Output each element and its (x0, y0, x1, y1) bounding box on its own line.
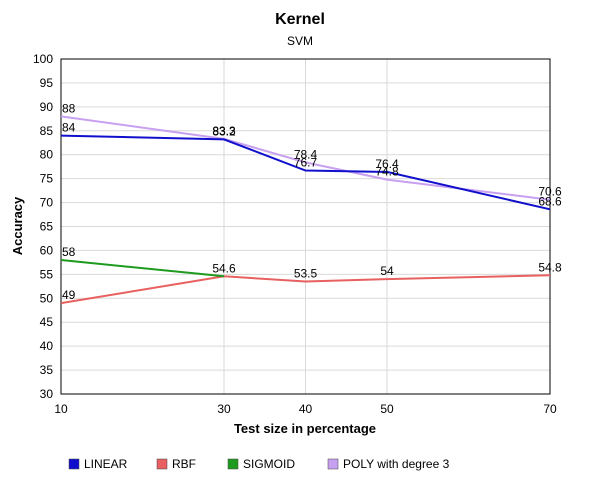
y-tick-label: 100 (33, 52, 53, 66)
data-label: 49 (62, 288, 76, 302)
data-label: 54.6 (212, 261, 236, 275)
data-label: 74.8 (375, 165, 399, 179)
data-label: 83.2 (212, 124, 236, 138)
x-axis-label: Test size in percentage (234, 421, 376, 436)
data-label: 54 (380, 264, 394, 278)
y-tick-label: 40 (40, 339, 54, 353)
data-label: 76.7 (294, 156, 318, 170)
y-tick-label: 30 (40, 387, 54, 401)
plot-border (60, 58, 551, 395)
data-label: 83.3 (212, 124, 236, 138)
legend-label: SIGMOID (243, 457, 295, 471)
data-label: 53.5 (294, 267, 318, 281)
data-label: 84 (62, 121, 76, 135)
x-tick-label: 10 (54, 402, 68, 416)
y-tick-label: 75 (40, 172, 54, 186)
legend-label: RBF (172, 457, 196, 471)
data-label: 76.4 (375, 157, 399, 171)
grid (60, 58, 551, 395)
y-tick-label: 65 (40, 220, 54, 234)
legend-item-linear: LINEAR (68, 457, 128, 471)
y-axis-ticks: 30 35 40 45 50 55 60 65 70 75 80 85 90 95 100 (33, 52, 53, 401)
legend-label: LINEAR (84, 457, 128, 471)
x-tick-label: 70 (543, 402, 557, 416)
y-tick-label: 45 (40, 315, 54, 329)
series-line-sigmoid (60, 259, 225, 278)
x-tick-label: 40 (299, 402, 313, 416)
y-axis-label: Accuracy (10, 196, 25, 255)
y-tick-label: 70 (40, 196, 54, 210)
legend-item-poly-with-degree-3: POLY with degree 3 (327, 457, 450, 471)
legend-swatch (327, 458, 339, 470)
y-tick-label: 80 (40, 148, 54, 162)
data-label: 70.6 (538, 185, 562, 199)
series-line-linear (60, 134, 551, 211)
chart-title: Kernel (275, 11, 325, 28)
y-tick-label: 55 (40, 267, 54, 281)
y-tick-label: 85 (40, 124, 54, 138)
data-label: 54.8 (538, 260, 562, 274)
y-tick-label: 90 (40, 100, 54, 114)
legend: LINEAR RBF SIGMOID POLY with degree 3 (68, 457, 450, 471)
legend-item-rbf: RBF (156, 457, 196, 471)
y-tick-label: 50 (40, 291, 54, 305)
legend-swatch (68, 458, 80, 470)
legend-label: POLY with degree 3 (343, 457, 450, 471)
x-tick-label: 50 (380, 402, 394, 416)
data-labels: 84 83.2 76.7 76.4 68.6 49 54.6 53.5 54 54.8 58 88 83… (62, 101, 562, 302)
chart-subtitle: SVM (287, 34, 313, 48)
legend-swatch (156, 458, 168, 470)
legend-swatch (227, 458, 239, 470)
series-line-rbf (60, 274, 551, 305)
series-line-poly-with-degree-3 (60, 115, 551, 201)
series-lines (60, 115, 551, 305)
data-label: 58 (62, 245, 76, 259)
x-axis-ticks: 10 30 40 50 70 (54, 402, 557, 416)
legend-item-sigmoid: SIGMOID (227, 457, 295, 471)
data-label: 88 (62, 101, 76, 115)
y-tick-label: 35 (40, 363, 54, 377)
data-label: 78.4 (294, 147, 318, 161)
x-tick-label: 30 (217, 402, 231, 416)
data-label: 68.6 (538, 194, 562, 208)
y-tick-label: 60 (40, 243, 54, 257)
y-tick-label: 95 (40, 76, 54, 90)
